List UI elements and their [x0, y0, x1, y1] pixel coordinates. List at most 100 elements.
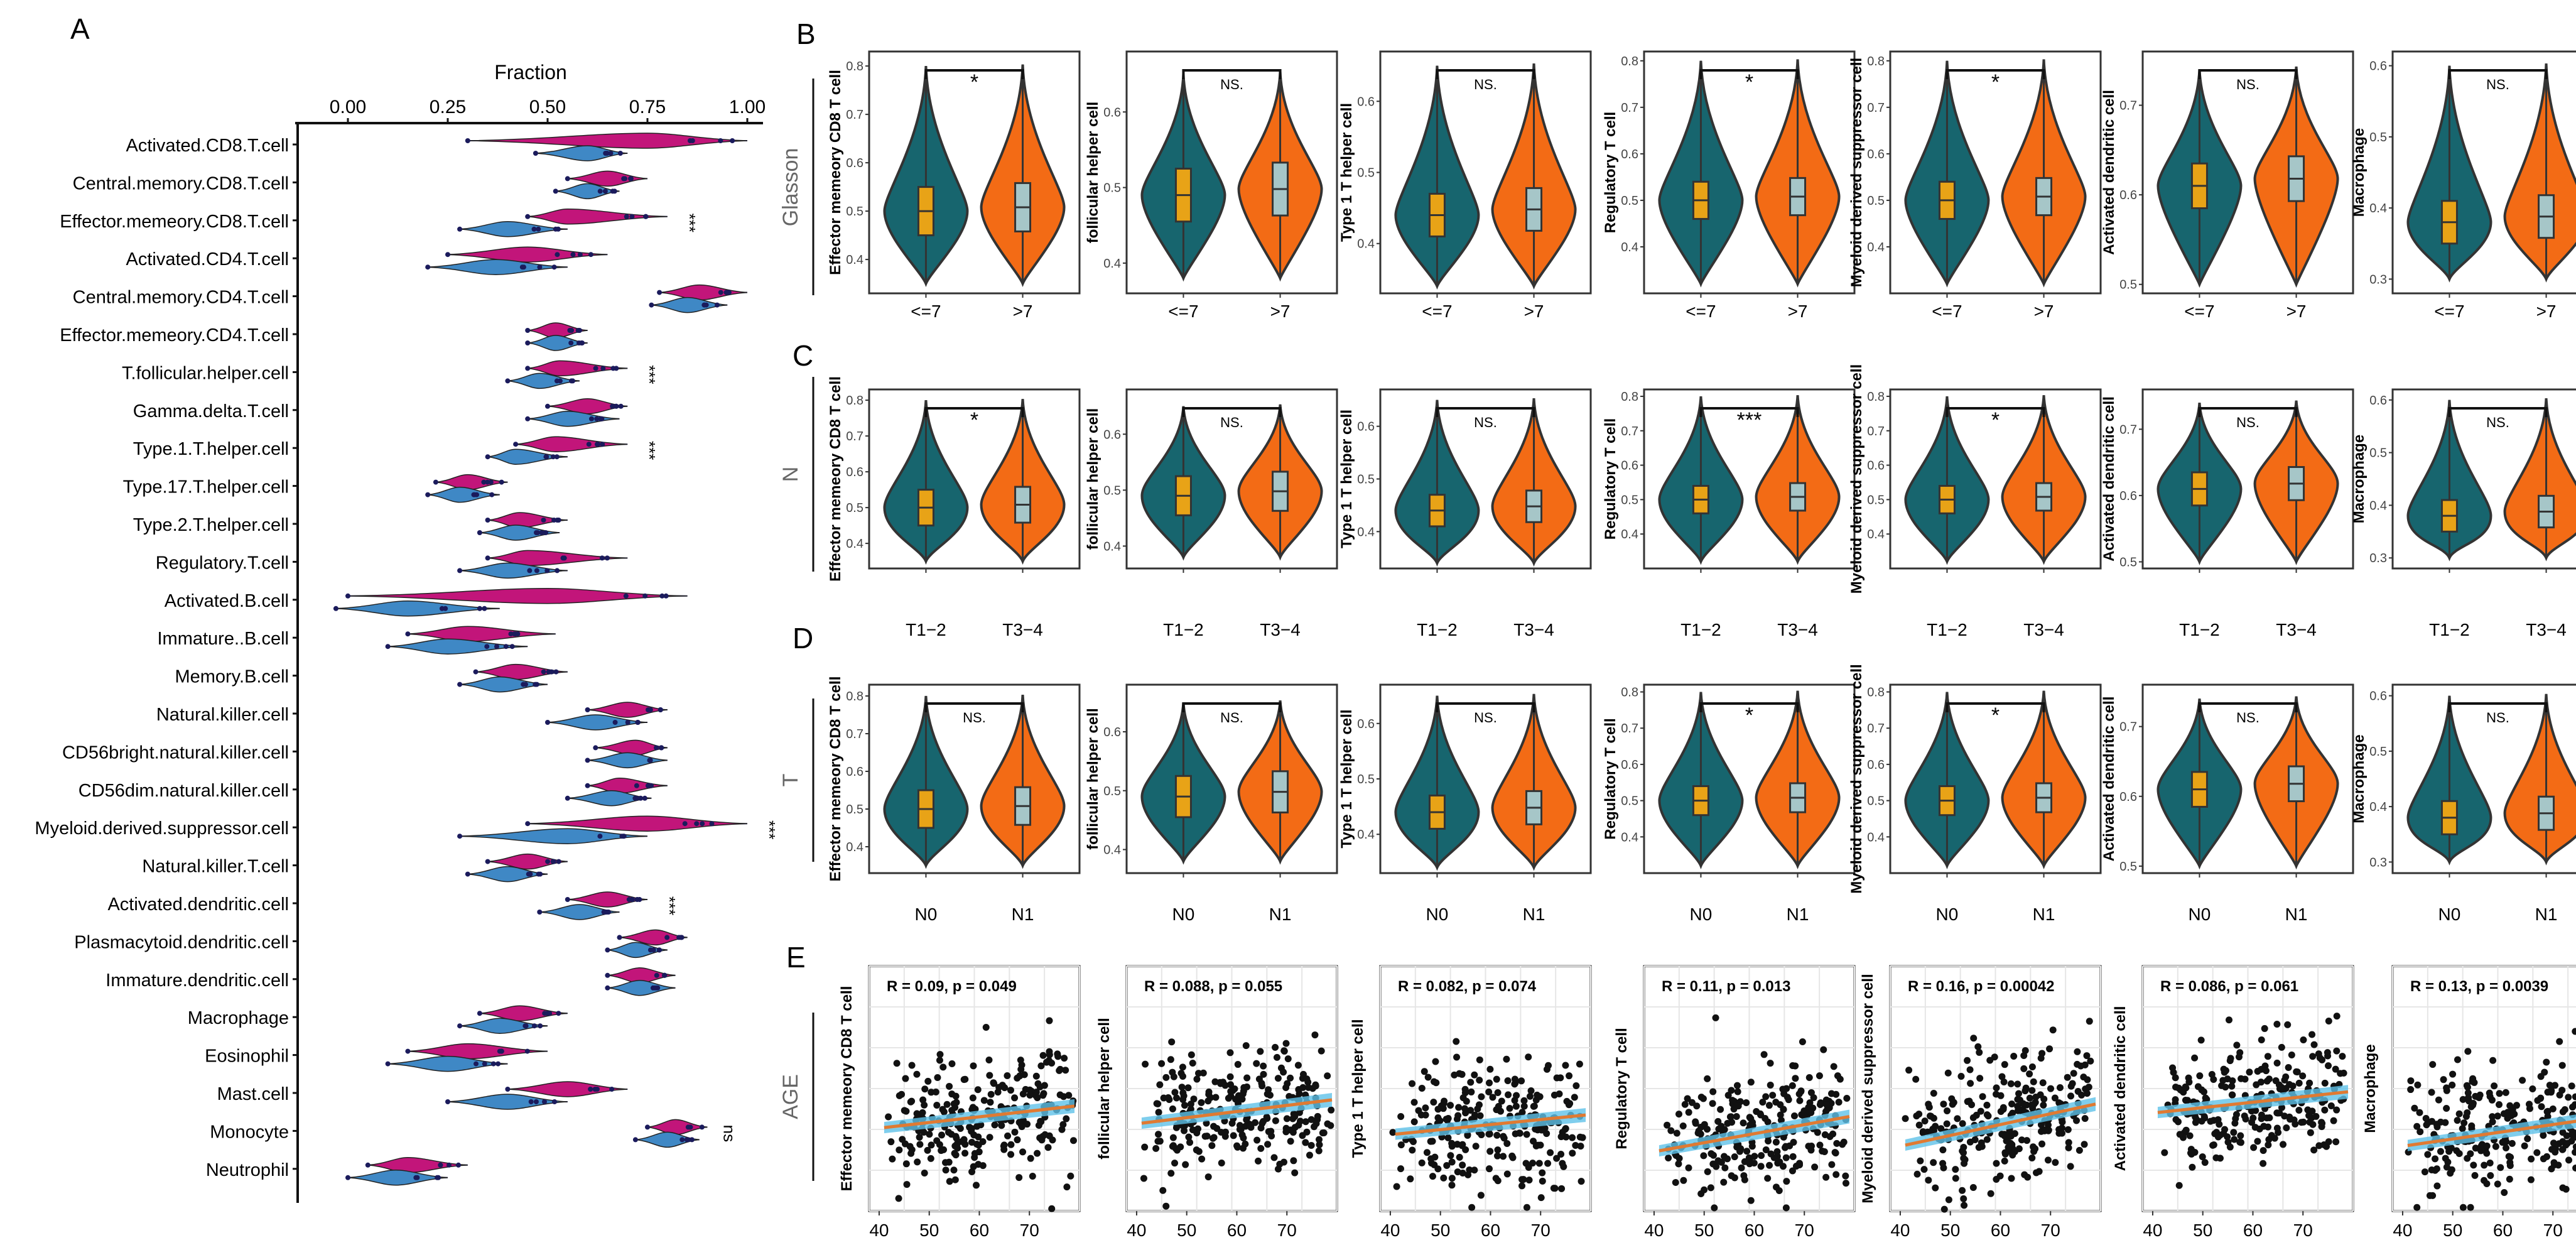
scatter-point	[2292, 1121, 2299, 1128]
scatter-point	[1828, 1161, 1836, 1168]
significance-label: NS.	[963, 710, 986, 726]
violin-group2-outlier	[533, 151, 538, 156]
x-category-label: >7	[2034, 302, 2054, 321]
scatter-point	[1681, 1101, 1689, 1108]
violin-group2-outlier	[619, 834, 625, 839]
scatter-point	[1253, 1060, 1260, 1067]
scatter-point	[1572, 1142, 1579, 1149]
violin-group1	[367, 1157, 468, 1173]
violin-group1-outlier	[488, 479, 494, 485]
violin-group1	[567, 170, 648, 187]
scatter-point	[1155, 1109, 1162, 1116]
scatter-point	[1932, 1184, 1939, 1192]
scatter-point	[2182, 1097, 2189, 1104]
y-axis-label: Regulatory T cell	[1613, 1028, 1630, 1149]
cell-label: Macrophage	[188, 1008, 289, 1028]
scatter-point	[1294, 1062, 1302, 1069]
cell-label: Myeloid.derived.suppressor.cell	[35, 818, 289, 839]
scatter-point	[968, 1125, 975, 1133]
scatter-point	[1826, 1133, 1834, 1141]
y-tick-label: 0.7	[846, 727, 863, 741]
violin-group2-outlier	[553, 188, 558, 194]
scatter-point	[2182, 1083, 2189, 1090]
scatter-point	[2024, 1173, 2032, 1181]
row-group-labels: Glasson N T AGE	[779, 79, 814, 1181]
violin-group2	[567, 790, 652, 807]
scatter-point	[1280, 1068, 1287, 1076]
y-axis-label: Effector memeory CD8 T cell	[838, 986, 855, 1192]
scatter-point	[1930, 1090, 1937, 1097]
scatter-point	[907, 1149, 915, 1157]
cell-label: Gamma.delta.T.cell	[133, 401, 289, 421]
violin-group1-outlier	[600, 366, 606, 371]
scatter-point	[1743, 1148, 1751, 1155]
violin-group1-outlier	[405, 631, 411, 637]
scatter-point	[2333, 1106, 2341, 1114]
scatter-point	[1675, 1155, 1683, 1162]
violin-group1-outlier	[477, 1011, 482, 1016]
y-axis-label: follicular helper cell	[1085, 408, 1101, 550]
x-tick-label: 50	[1694, 1220, 1714, 1240]
scatter-point	[961, 1149, 969, 1157]
scatter-point	[1440, 1174, 1448, 1182]
scatter-point	[1494, 1146, 1502, 1154]
scatter-point	[2265, 1075, 2273, 1083]
scatter-point	[889, 1155, 896, 1163]
scatter-point	[1448, 1175, 1456, 1182]
scatter-point	[1969, 1183, 1977, 1191]
scatter-point	[921, 1085, 929, 1093]
violin-group1-outlier	[614, 403, 619, 409]
violin-group1-outlier	[345, 593, 350, 599]
y-axis-label: Regulatory T cell	[1602, 718, 1619, 839]
violin-group2-outlier	[533, 1099, 539, 1104]
scatter-point	[1463, 1097, 1470, 1105]
scatter-point	[1769, 1092, 1777, 1099]
violin-group2-outlier	[585, 758, 590, 763]
y-tick-label: 0.5	[846, 501, 863, 515]
scatter-point	[2186, 1132, 2194, 1139]
violin-group2	[460, 676, 548, 693]
panel-d-label: D	[793, 622, 813, 655]
scatter-panel: R = 0.13, p = 0.0039 Macrophage 40 50 60 70	[2362, 965, 2576, 1240]
x-tick-label: 70	[2041, 1220, 2060, 1240]
scatter-point	[1274, 1075, 1282, 1082]
violin-group2-outlier	[632, 795, 638, 801]
scatter-point	[1558, 1185, 1566, 1192]
scatter-point	[1291, 1112, 1299, 1120]
scatter-point	[1464, 1171, 1472, 1178]
violin-group2-outlier	[647, 947, 653, 953]
x-category-label: T1−2	[906, 620, 946, 639]
scatter-point	[2413, 1122, 2421, 1130]
group-label-n: N	[779, 467, 803, 482]
violin-group2	[528, 411, 620, 427]
violin-group2-outlier	[490, 1061, 496, 1067]
violin-group1-outlier	[565, 176, 570, 182]
scatter-point	[2055, 1129, 2063, 1137]
violin-group2	[635, 1131, 700, 1148]
scatter-point	[2233, 1041, 2241, 1049]
y-tick-label: 0.5	[1621, 795, 1638, 808]
scatter-point	[2285, 1064, 2292, 1072]
correlation-label: R = 0.086, p = 0.061	[2160, 978, 2298, 995]
scatter-point	[1750, 1160, 1758, 1167]
scatter-point	[2318, 1119, 2325, 1126]
scatter-point	[2026, 1094, 2033, 1102]
violin-group1-outlier	[541, 669, 546, 675]
scatter-point	[924, 1077, 932, 1085]
scatter-point	[1255, 1075, 1263, 1083]
scatter-point	[1700, 1152, 1707, 1160]
violin-group2-outlier	[545, 720, 550, 725]
scatter-point	[1563, 1097, 1571, 1105]
violin-group2-outlier	[551, 264, 557, 270]
scatter-point	[1324, 1072, 1331, 1080]
scatter-point	[1579, 1134, 1586, 1141]
y-tick-label: 0.8	[846, 690, 863, 704]
scatter-point	[1324, 1120, 1331, 1128]
significance-label: NS.	[1220, 415, 1243, 430]
violin-group1-outlier	[661, 972, 667, 978]
scatter-point	[908, 1062, 916, 1069]
scatter-point	[1767, 1060, 1774, 1067]
scatter-point	[1797, 1087, 1805, 1095]
